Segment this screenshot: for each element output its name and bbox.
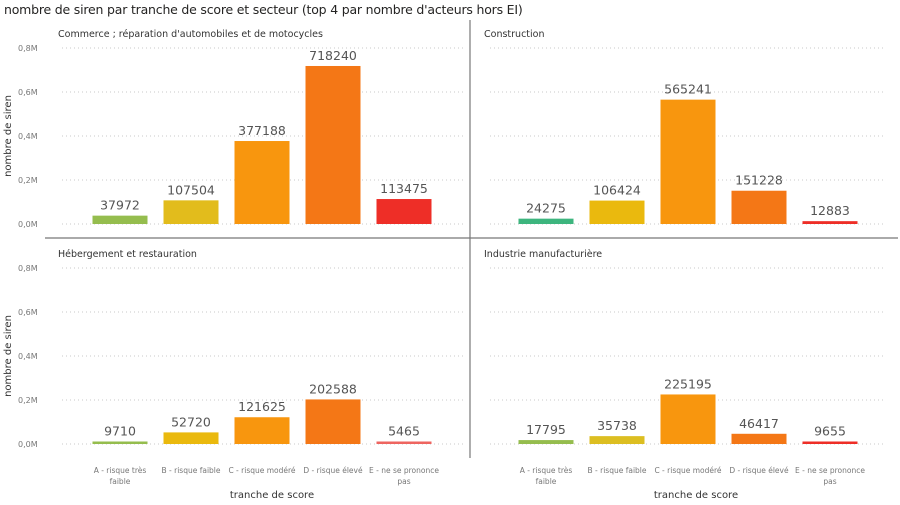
bar[interactable] — [92, 441, 148, 445]
data-label: 151228 — [735, 173, 783, 188]
data-label: 718240 — [309, 48, 357, 63]
data-label: 12883 — [810, 203, 850, 218]
data-label: 202588 — [309, 381, 357, 396]
data-label: 106424 — [593, 183, 641, 198]
data-label: 24275 — [526, 201, 566, 216]
bar[interactable] — [731, 433, 787, 444]
x-axis-title: tranche de score — [654, 490, 738, 501]
bar[interactable] — [731, 190, 787, 224]
data-label: 5465 — [388, 424, 420, 439]
x-tick-label: faible — [536, 477, 557, 486]
data-label: 35738 — [597, 418, 637, 433]
bar[interactable] — [589, 200, 645, 224]
data-label: 9710 — [104, 424, 136, 439]
y-tick-label: 0,6M — [18, 308, 38, 317]
y-tick-label: 0,8M — [18, 264, 38, 273]
x-tick-label: pas — [397, 477, 410, 486]
panel: Industrie manufacturière 17795 A - risque … — [484, 249, 886, 501]
x-tick-label: A - risque très — [94, 466, 147, 475]
x-tick-label: D - risque élevé — [729, 466, 789, 475]
data-label: 225195 — [664, 376, 712, 391]
x-tick-label: faible — [110, 477, 131, 486]
y-axis-title: nombre de siren — [3, 315, 14, 397]
x-tick-label: D - risque élevé — [303, 466, 363, 475]
x-tick-label: C - risque modéré — [654, 466, 721, 475]
x-tick-label: A - risque très — [520, 466, 573, 475]
bar[interactable] — [163, 200, 219, 224]
bar[interactable] — [305, 399, 361, 444]
y-tick-label: 0,0M — [18, 440, 38, 449]
x-axis-title: tranche de score — [230, 490, 314, 501]
bar[interactable] — [518, 218, 574, 224]
y-tick-label: 0,2M — [18, 176, 38, 185]
bar[interactable] — [234, 141, 290, 224]
bar[interactable] — [234, 417, 290, 444]
panel-title: Hébergement et restauration — [58, 249, 197, 260]
panel-title: Industrie manufacturière — [484, 249, 602, 260]
data-label: 377188 — [238, 123, 286, 138]
bar[interactable] — [92, 215, 148, 224]
data-label: 17795 — [526, 422, 566, 437]
chart-title: nombre de siren par tranche de score et … — [4, 2, 523, 17]
y-tick-label: 0,0M — [18, 220, 38, 229]
bar[interactable] — [305, 65, 361, 224]
x-tick-label: B - risque faible — [588, 466, 647, 475]
panel: Commerce ; réparation d'automobiles et d… — [3, 29, 466, 229]
panel-dividers — [45, 20, 898, 458]
panel: Hébergement et restauration 0,0M 0,2M 0,4M 0… — [3, 249, 466, 501]
data-label: 46417 — [739, 416, 779, 431]
data-label: 113475 — [380, 181, 428, 196]
bar[interactable] — [802, 441, 858, 445]
y-tick-label: 0,4M — [18, 352, 38, 361]
y-tick-label: 0,2M — [18, 396, 38, 405]
panel-title: Construction — [484, 29, 545, 40]
x-tick-label: B - risque faible — [162, 466, 221, 475]
data-label: 565241 — [664, 82, 712, 97]
bar[interactable] — [518, 440, 574, 444]
panel: Construction 24275 106424 565241 151228 12883 — [484, 29, 886, 225]
bar[interactable] — [376, 441, 432, 445]
data-label: 9655 — [814, 424, 846, 439]
y-tick-label: 0,8M — [18, 44, 38, 53]
panel-title: Commerce ; réparation d'automobiles et d… — [58, 29, 323, 40]
y-tick-label: 0,6M — [18, 88, 38, 97]
data-label: 107504 — [167, 182, 215, 197]
y-tick-label: 0,4M — [18, 132, 38, 141]
bar[interactable] — [589, 436, 645, 444]
y-axis-title: nombre de siren — [3, 95, 14, 177]
data-label: 121625 — [238, 399, 286, 414]
bar[interactable] — [163, 432, 219, 444]
bar[interactable] — [802, 221, 858, 224]
x-tick-label: E - ne se prononce — [795, 466, 865, 475]
bar[interactable] — [660, 99, 716, 224]
data-label: 37972 — [100, 198, 140, 213]
x-tick-label: pas — [823, 477, 836, 486]
bar[interactable] — [660, 394, 716, 444]
data-label: 52720 — [171, 414, 211, 429]
x-tick-label: E - ne se prononce — [369, 466, 439, 475]
x-tick-label: C - risque modéré — [228, 466, 295, 475]
bar[interactable] — [376, 199, 432, 224]
